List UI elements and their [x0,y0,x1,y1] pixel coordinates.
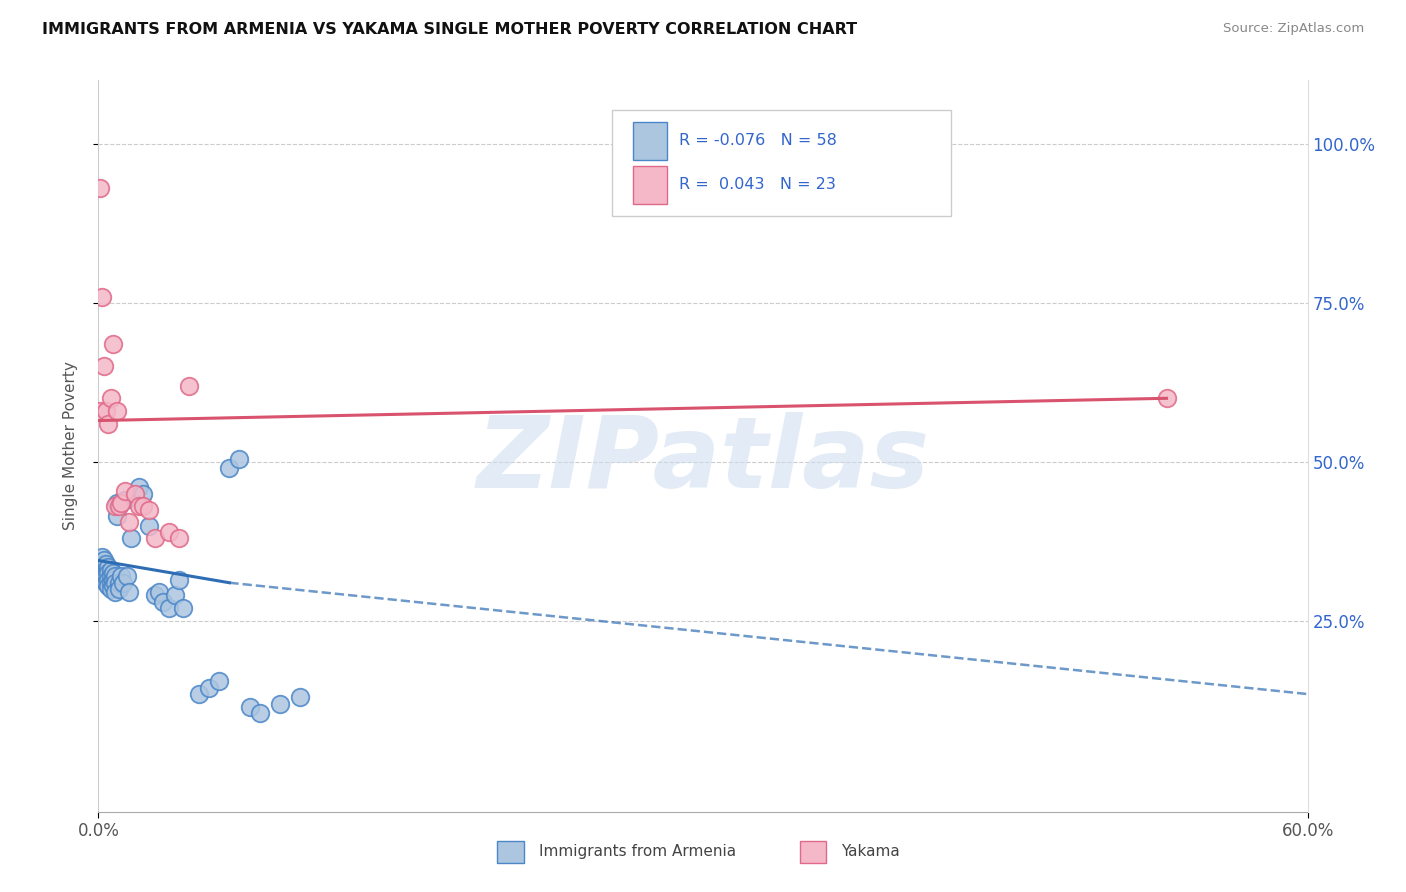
Text: IMMIGRANTS FROM ARMENIA VS YAKAMA SINGLE MOTHER POVERTY CORRELATION CHART: IMMIGRANTS FROM ARMENIA VS YAKAMA SINGLE… [42,22,858,37]
Point [91,550,114,565]
Point [103,585,125,599]
Point [101,579,124,593]
Point [107,575,129,590]
Point [93,559,115,574]
Point [128,480,150,494]
Point [97,559,120,574]
Point [124,490,146,504]
Point [93,566,115,581]
Point [148,585,170,599]
Point [143,589,166,603]
Text: Yakama: Yakama [841,845,900,860]
Point [103,500,125,514]
Point [91,557,114,571]
Point [107,582,129,596]
Point [163,589,186,603]
Point [120,531,142,545]
Point [91,569,114,583]
Y-axis label: Single Mother Poverty: Single Mother Poverty [63,361,77,531]
Point [107,500,129,514]
Point [132,486,155,500]
Point [100,582,122,596]
Point [105,496,128,510]
Point [96,557,118,571]
Point [100,392,122,406]
Point [97,417,120,431]
Point [91,289,114,303]
Point [179,378,201,392]
Point [93,359,115,374]
Text: ZIPatlas: ZIPatlas [477,412,929,509]
Point [132,500,155,514]
Bar [498,841,524,863]
Point [118,516,141,530]
Point [89,557,111,571]
Point [138,518,160,533]
Point [208,674,231,689]
Point [105,508,128,523]
Text: R =  0.043   N = 23: R = 0.043 N = 23 [679,178,835,193]
Point [1156,392,1178,406]
Point [157,601,180,615]
Point [101,337,124,351]
Text: R = -0.076   N = 58: R = -0.076 N = 58 [679,134,837,148]
Text: Immigrants from Armenia: Immigrants from Armenia [538,845,735,860]
Point [103,569,125,583]
Point [97,573,120,587]
Point [89,181,111,195]
Point [188,687,211,701]
Point [167,531,190,545]
Point [128,500,150,514]
Point [239,699,262,714]
Point [218,461,240,475]
Point [118,585,141,599]
Point [96,404,118,418]
Point [152,595,174,609]
Point [96,563,118,577]
Point [288,690,311,705]
Point [101,566,124,581]
Point [89,563,111,577]
Point [96,575,118,590]
Point [143,531,166,545]
Point [103,575,125,590]
Point [101,573,124,587]
Point [228,451,250,466]
Point [115,569,138,583]
Point [110,569,132,583]
Point [96,566,118,581]
Point [93,553,115,567]
Point [97,579,120,593]
Point [114,483,136,498]
Point [138,502,160,516]
Bar [633,166,666,204]
Point [89,404,111,418]
Point [167,573,190,587]
Text: Source: ZipAtlas.com: Source: ZipAtlas.com [1223,22,1364,36]
Point [111,575,134,590]
Point [105,404,128,418]
Point [172,601,194,615]
Point [198,681,221,695]
Point [96,569,118,583]
Point [100,575,122,590]
Point [100,563,122,577]
Point [97,566,120,581]
Point [249,706,271,720]
Point [157,524,180,539]
Point [110,496,132,510]
Point [93,573,115,587]
Point [124,486,146,500]
Point [269,697,291,711]
FancyBboxPatch shape [613,110,950,216]
Point [100,569,122,583]
Bar [633,122,666,160]
Point [114,493,136,508]
Bar [800,841,827,863]
